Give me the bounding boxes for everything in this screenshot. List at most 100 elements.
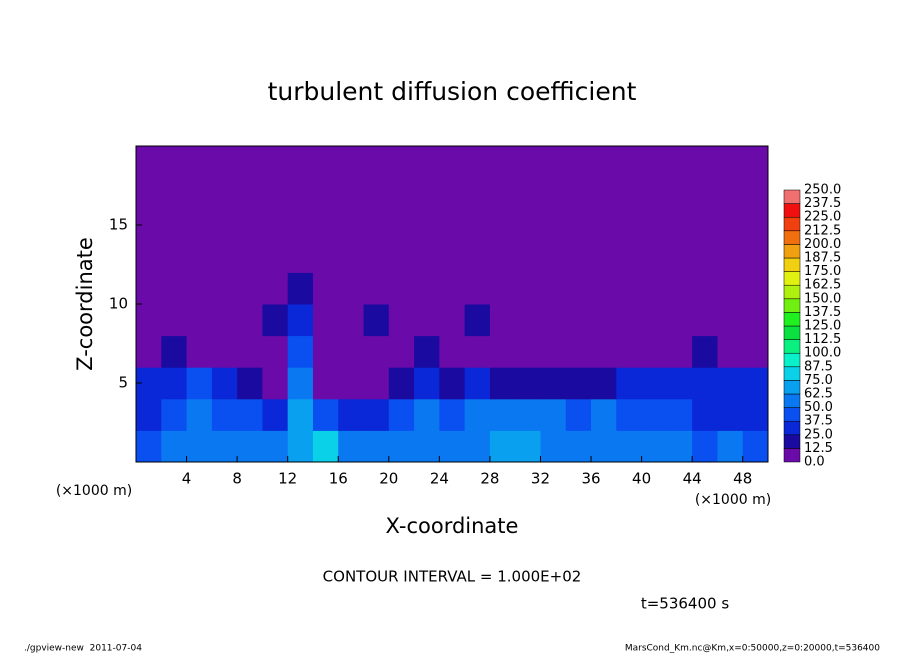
cell bbox=[540, 335, 567, 368]
cell bbox=[186, 177, 213, 210]
cell bbox=[161, 398, 188, 431]
cell bbox=[338, 430, 365, 463]
cell bbox=[312, 367, 339, 400]
cell bbox=[237, 177, 263, 210]
colorbar-swatch bbox=[783, 216, 801, 232]
cell bbox=[515, 398, 541, 431]
cell bbox=[464, 240, 491, 273]
cell bbox=[540, 430, 567, 463]
colorbar-swatch bbox=[783, 366, 801, 381]
cell bbox=[312, 177, 339, 210]
cell bbox=[388, 367, 415, 400]
cell bbox=[489, 209, 516, 242]
cell bbox=[287, 335, 314, 368]
cell bbox=[540, 272, 567, 305]
cell bbox=[136, 398, 162, 431]
cell bbox=[692, 272, 718, 305]
cell bbox=[540, 304, 567, 337]
cell bbox=[540, 209, 567, 242]
cell bbox=[338, 335, 365, 368]
cell bbox=[287, 240, 314, 273]
cell bbox=[565, 398, 592, 431]
cell bbox=[565, 430, 592, 463]
cell bbox=[211, 272, 238, 305]
cell bbox=[717, 430, 744, 463]
cell bbox=[363, 177, 390, 210]
cell bbox=[666, 146, 693, 179]
cell bbox=[565, 272, 592, 305]
cell bbox=[591, 304, 617, 337]
cell bbox=[692, 177, 718, 210]
cell bbox=[515, 367, 541, 400]
colorbar-label: 162.5 bbox=[804, 278, 841, 293]
cell bbox=[388, 430, 415, 463]
cell bbox=[515, 430, 541, 463]
x-tick-label: 44 bbox=[683, 470, 702, 488]
cell bbox=[388, 209, 415, 242]
cell bbox=[186, 430, 213, 463]
cell bbox=[161, 240, 188, 273]
cell bbox=[717, 146, 744, 179]
cell bbox=[717, 177, 744, 210]
cell bbox=[161, 335, 188, 368]
cell bbox=[211, 177, 238, 210]
cell bbox=[312, 146, 339, 179]
cell bbox=[464, 272, 491, 305]
cell bbox=[287, 146, 314, 179]
colorbar-swatch bbox=[783, 448, 801, 463]
cell bbox=[186, 146, 213, 179]
cell bbox=[742, 146, 769, 179]
cell bbox=[439, 367, 466, 400]
cell bbox=[464, 367, 491, 400]
cell bbox=[338, 209, 365, 242]
cell bbox=[692, 398, 718, 431]
cell bbox=[717, 209, 744, 242]
cell bbox=[489, 335, 516, 368]
cell bbox=[515, 335, 541, 368]
cell bbox=[489, 304, 516, 337]
cell bbox=[388, 335, 415, 368]
cell bbox=[464, 398, 491, 431]
cell bbox=[363, 367, 390, 400]
cell bbox=[641, 240, 668, 273]
cell bbox=[211, 240, 238, 273]
cell bbox=[641, 146, 668, 179]
cell bbox=[540, 367, 567, 400]
x-tick-label: 8 bbox=[232, 470, 242, 488]
x-axis-label: X-coordinate bbox=[386, 514, 519, 538]
cell bbox=[489, 272, 516, 305]
cell bbox=[515, 177, 541, 210]
cell bbox=[489, 146, 516, 179]
cell bbox=[692, 146, 718, 179]
cell bbox=[388, 146, 415, 179]
colorbar-label: 237.5 bbox=[804, 196, 841, 211]
colorbar-label: 50.0 bbox=[804, 400, 833, 415]
cell bbox=[666, 240, 693, 273]
cell bbox=[186, 398, 213, 431]
colorbar-label: 12.5 bbox=[804, 441, 833, 456]
cell bbox=[262, 430, 289, 463]
cell bbox=[464, 430, 491, 463]
colorbar-swatch bbox=[783, 271, 801, 286]
colorbar-label: 212.5 bbox=[804, 223, 841, 238]
cell bbox=[489, 367, 516, 400]
cell bbox=[363, 272, 390, 305]
cell bbox=[211, 209, 238, 242]
cell bbox=[742, 367, 769, 400]
cell bbox=[363, 240, 390, 273]
x-tick-label: 40 bbox=[632, 470, 651, 488]
cell bbox=[666, 272, 693, 305]
cell bbox=[388, 177, 415, 210]
cell bbox=[742, 430, 769, 463]
cell bbox=[262, 240, 289, 273]
cell bbox=[237, 272, 263, 305]
colorbar-label: 25.0 bbox=[804, 427, 833, 442]
cell bbox=[414, 304, 440, 337]
cell bbox=[363, 304, 390, 337]
cell bbox=[287, 304, 314, 337]
x-tick-label: 12 bbox=[278, 470, 297, 488]
cell bbox=[591, 367, 617, 400]
y-tick-label: 15 bbox=[109, 216, 128, 234]
cell bbox=[666, 430, 693, 463]
cell bbox=[262, 398, 289, 431]
